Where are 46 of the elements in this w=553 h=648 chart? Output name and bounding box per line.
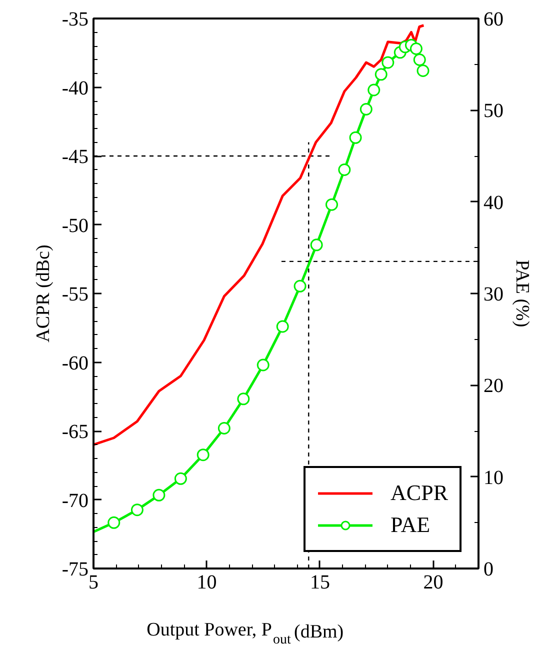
legend-label: ACPR bbox=[390, 480, 448, 506]
y-tick-label: -35 bbox=[62, 8, 89, 30]
legend-label: PAE bbox=[390, 512, 430, 538]
point bbox=[310, 238, 323, 252]
point bbox=[152, 488, 166, 502]
point bbox=[410, 42, 422, 55]
point bbox=[237, 392, 250, 406]
line-series bbox=[94, 24, 425, 446]
point bbox=[276, 320, 289, 333]
y-tick-label: -50 bbox=[62, 214, 89, 237]
y2-tick-label: 30 bbox=[484, 284, 504, 306]
point bbox=[174, 472, 187, 485]
point bbox=[325, 198, 338, 211]
point bbox=[218, 422, 230, 434]
y-tick-label: -60 bbox=[62, 352, 89, 374]
point bbox=[382, 56, 394, 69]
point bbox=[338, 164, 351, 176]
point bbox=[368, 84, 380, 96]
point bbox=[294, 280, 306, 292]
y-tick-label: -55 bbox=[62, 284, 89, 306]
y2-tick-label: 10 bbox=[484, 466, 504, 489]
y2-tick-label: 40 bbox=[484, 192, 504, 214]
y-axis-title: ACPR (dBc) bbox=[32, 244, 54, 342]
y2-tick-label: 20 bbox=[484, 375, 504, 398]
x-tick-label: 20 bbox=[423, 572, 444, 594]
x-tick-label: 5 bbox=[88, 572, 98, 594]
x-tick-label: 15 bbox=[310, 572, 330, 594]
point bbox=[416, 64, 430, 77]
point bbox=[130, 504, 144, 516]
y2-tick-label: 0 bbox=[484, 558, 494, 580]
point bbox=[360, 103, 372, 116]
y2-axis-title: PAE (%) bbox=[512, 260, 532, 328]
y-tick-label: -45 bbox=[62, 146, 89, 168]
point bbox=[349, 131, 362, 144]
point bbox=[374, 68, 388, 81]
y-tick-label: -70 bbox=[62, 490, 89, 512]
y-tick-label: -75 bbox=[62, 558, 89, 580]
y2-tick-label: 50 bbox=[484, 100, 504, 122]
x-tick-label: 10 bbox=[196, 572, 217, 594]
point bbox=[256, 358, 270, 372]
point bbox=[413, 54, 426, 66]
y2-tick-label: 60 bbox=[484, 8, 504, 30]
y-tick-label: -65 bbox=[62, 421, 89, 443]
point bbox=[108, 516, 120, 529]
y-tick-label: -40 bbox=[62, 77, 89, 100]
point bbox=[196, 448, 210, 462]
